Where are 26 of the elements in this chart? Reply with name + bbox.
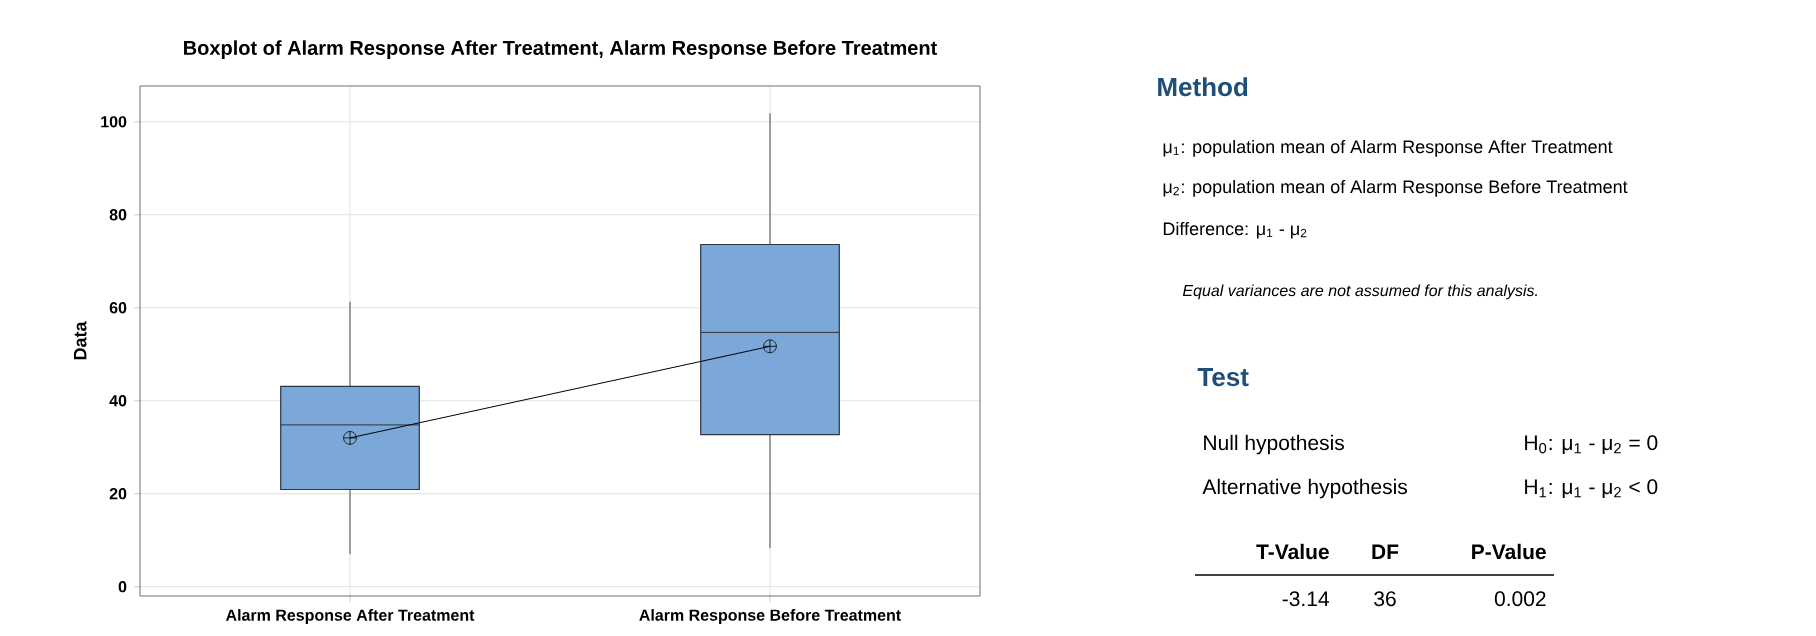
text: μ$_{1}$: population mean of Alarm Response After Treatment [1163, 139, 1613, 157]
y-axis-title: Data [73, 321, 87, 360]
text: P-Value [1472, 543, 1546, 560]
text: H$_{0}$: μ$_{1}$ - μ$_{2}$ = 0 [1525, 435, 1658, 454]
text: Alternative hypothesis [1202, 478, 1408, 499]
text: Null hypothesis [1204, 434, 1344, 455]
y-tick-label: 40 [109, 395, 127, 407]
text: μ$_{2}$: population mean of Alarm Response Before Treatment [1163, 179, 1628, 197]
text: 0.002 [1494, 591, 1546, 607]
text: Difference: μ$_{1}$ - μ$_{2}$ [1163, 221, 1307, 239]
text: Equal variances are not assumed for this analysis. [1182, 284, 1537, 300]
text: DF [1372, 544, 1399, 559]
text: 36 [1374, 591, 1396, 607]
text: Test [1197, 368, 1249, 387]
y-tick-label: 100 [101, 116, 127, 128]
y-tick-label: 0 [118, 581, 127, 593]
x-tick-label: Alarm Response After Treatment [225, 609, 475, 624]
x-tick-label: Alarm Response Before Treatment [639, 609, 901, 624]
text: T-Value [1256, 543, 1329, 560]
text: H$_{1}$: μ$_{1}$ - μ$_{2}$ < 0 [1525, 479, 1658, 498]
chart-title: Boxplot of Alarm Response After Treatment, Alarm Response Before Treatment [184, 40, 938, 59]
y-tick-label: 60 [109, 302, 127, 314]
y-tick-label: 20 [109, 488, 127, 500]
text: -3.14 [1282, 591, 1329, 607]
y-tick-label: 80 [109, 209, 127, 221]
text: Method [1158, 77, 1248, 97]
